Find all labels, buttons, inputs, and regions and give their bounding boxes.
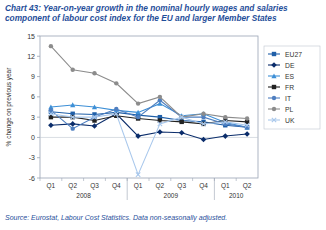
legend-label: IT	[285, 95, 291, 102]
point	[245, 116, 249, 120]
legend-marker	[272, 85, 276, 89]
point	[71, 126, 75, 130]
legend-marker	[272, 118, 276, 122]
y-axis-label: % change on previous year	[5, 67, 13, 147]
point	[201, 122, 205, 126]
point	[114, 107, 118, 111]
y-tick	[37, 56, 40, 57]
point	[136, 101, 140, 105]
legend-box	[264, 46, 320, 129]
point	[92, 71, 96, 75]
source: Source: Eurostat, Labour Cost Statistics…	[5, 214, 227, 221]
legend-marker	[272, 107, 276, 111]
legend-marker	[271, 73, 276, 78]
point	[136, 172, 140, 176]
x-tick	[83, 178, 84, 181]
point	[180, 115, 184, 119]
x-tick	[192, 178, 193, 181]
legend-label: FR	[285, 84, 294, 91]
point	[158, 95, 162, 99]
x-tick-label: Q3	[90, 182, 99, 190]
x-tick	[170, 178, 171, 181]
legend-marker	[272, 96, 276, 100]
y-tick	[37, 137, 40, 138]
x-tick-label: Q2	[243, 182, 252, 190]
point	[71, 115, 75, 119]
group-divider	[127, 178, 128, 200]
point	[201, 112, 205, 116]
y-tick-label: 3	[31, 114, 35, 121]
y-tick-label: 15	[27, 33, 35, 40]
legend-label: PL	[285, 106, 294, 113]
x-tick-label: Q1	[134, 182, 143, 190]
y-tick-label: 12	[27, 53, 35, 60]
x-tick-label: Q4	[112, 182, 121, 190]
series-line	[51, 46, 247, 118]
point	[71, 68, 75, 72]
point	[48, 122, 54, 128]
y-tick	[37, 36, 40, 37]
point	[136, 115, 140, 119]
point	[70, 102, 75, 107]
point	[49, 44, 53, 48]
x-tick	[40, 178, 41, 181]
y-tick-label: -6	[29, 175, 35, 182]
point	[223, 133, 229, 139]
legend-label: UK	[285, 117, 295, 124]
x-tick	[149, 178, 150, 181]
point	[92, 115, 96, 119]
point	[201, 111, 206, 116]
x-tick-label: Q2	[156, 182, 165, 190]
x-tick-label: Q2	[68, 182, 77, 190]
x-group-label: 2009	[164, 192, 179, 199]
point	[179, 130, 185, 136]
y-tick-label: -3	[29, 154, 35, 161]
legend-marker	[272, 52, 276, 56]
point	[157, 129, 163, 135]
x-tick	[61, 178, 62, 181]
point	[223, 120, 227, 124]
point	[92, 123, 98, 129]
plot-frame	[40, 36, 258, 178]
series-line	[51, 100, 247, 128]
x-tick	[105, 178, 106, 181]
point	[180, 120, 184, 124]
point	[114, 112, 118, 116]
series-group	[48, 44, 250, 177]
point	[201, 137, 207, 143]
y-tick	[37, 117, 40, 118]
point	[245, 123, 249, 127]
x-group-label: 2008	[76, 192, 91, 199]
group-divider	[214, 178, 215, 200]
y-tick-label: 6	[31, 93, 35, 100]
x-group-label: 2010	[229, 192, 244, 199]
legend-label: ES	[285, 73, 295, 80]
point	[244, 131, 250, 137]
legend-label: EU27	[285, 51, 302, 58]
y-tick	[37, 157, 40, 158]
legend-marker	[271, 62, 277, 68]
y-tick-label: 0	[31, 134, 35, 141]
x-tick	[236, 178, 237, 181]
title: Chart 43: Year-on-year growth in the nom…	[5, 3, 321, 23]
point	[92, 104, 97, 109]
x-tick-label: Q1	[221, 182, 230, 190]
point	[223, 115, 227, 119]
x-tick-label: Q3	[177, 182, 186, 190]
y-tick	[37, 76, 40, 77]
x-tick-label: Q4	[199, 182, 208, 190]
chart: -6 -3 0 3 6 9 12 15 % change on previous year Q1 Q…	[0, 0, 326, 230]
x-tick-label: Q1	[47, 182, 56, 190]
point	[158, 122, 162, 126]
y-tick	[37, 96, 40, 97]
point	[135, 133, 141, 139]
point	[49, 112, 53, 116]
legend-label: DE	[285, 62, 295, 69]
series-line	[51, 114, 247, 175]
point	[136, 110, 141, 115]
point	[114, 81, 118, 85]
y-tick	[37, 178, 40, 179]
y-tick-label: 9	[31, 73, 35, 80]
point	[70, 121, 76, 127]
